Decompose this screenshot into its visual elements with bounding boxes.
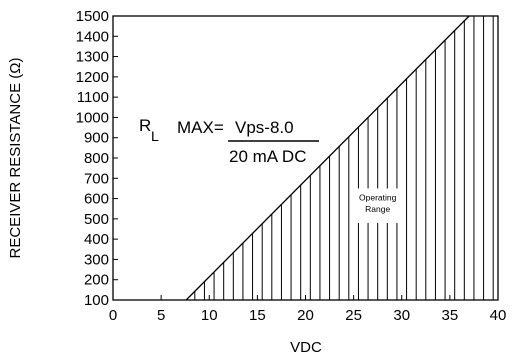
x-tick-label-20: 20: [297, 307, 314, 324]
y-tick-label-800: 800: [84, 150, 109, 167]
x-tick-label-10: 10: [201, 307, 218, 324]
y-tick-label-300: 300: [84, 251, 109, 268]
y-tick-label-100: 100: [84, 292, 109, 309]
formula-denominator: 20 mA DC: [229, 147, 306, 166]
y-tick-label-1100: 1100: [77, 89, 109, 106]
x-tick-label-0: 0: [109, 307, 117, 324]
formula-subscript: L: [151, 128, 159, 144]
y-tick-label-500: 500: [84, 211, 109, 228]
formula-symbol: R: [139, 116, 151, 135]
max-resistance-boundary-line: [185, 15, 470, 301]
x-tick-label-40: 40: [490, 307, 507, 324]
x-tick-label-30: 30: [393, 307, 410, 324]
y-axis-ticks: 100 200 300 400 500 600 700 800 900 1000 1100 1200 1…: [76, 8, 118, 309]
x-tick-label-25: 25: [345, 307, 362, 324]
y-tick-label-1300: 1300: [76, 49, 109, 66]
formula-numerator: Vps-8.0: [235, 118, 294, 137]
formula-left: MAX=: [177, 118, 224, 137]
y-tick-label-1000: 1000: [76, 109, 109, 126]
y-axis-title: RECEIVER RESISTANCE (Ω): [7, 58, 24, 259]
y-tick-label-900: 900: [84, 130, 109, 147]
y-tick-label-1500: 1500: [76, 8, 109, 25]
y-tick-label-700: 700: [84, 170, 109, 187]
operating-range-label-line2: Range: [365, 204, 390, 214]
y-tick-label-200: 200: [84, 272, 109, 289]
x-axis-title: VDC: [290, 339, 322, 356]
x-tick-label-15: 15: [249, 307, 266, 324]
x-axis-ticks: 0 5 10 15 20 25 30 35 40: [109, 295, 507, 324]
y-tick-label-400: 400: [84, 231, 109, 248]
y-tick-label-1400: 1400: [76, 28, 109, 45]
operating-range-label-line1: Operating: [359, 193, 397, 203]
x-tick-label-5: 5: [157, 307, 165, 324]
y-tick-label-1200: 1200: [76, 69, 109, 86]
operating-range-label-background: [351, 188, 404, 223]
y-tick-label-600: 600: [84, 191, 109, 208]
x-tick-label-35: 35: [442, 307, 459, 324]
